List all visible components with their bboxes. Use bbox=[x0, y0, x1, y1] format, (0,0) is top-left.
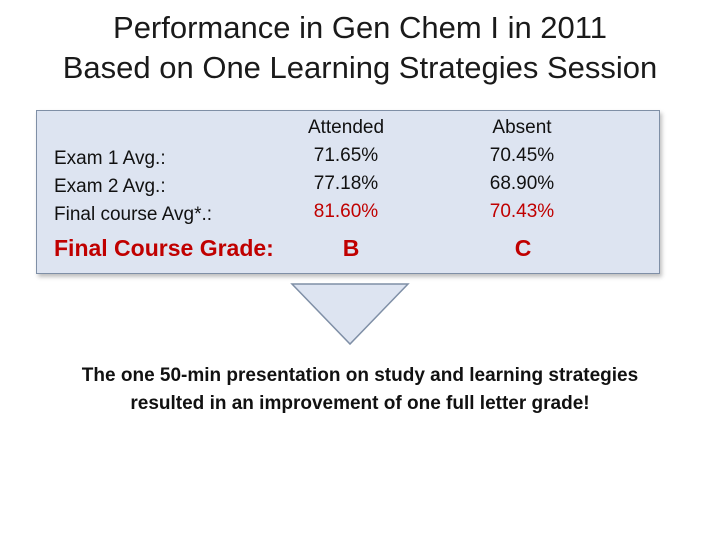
attended-final-avg-value: 81.60% bbox=[313, 201, 379, 222]
column-attended: Attended 71.65% 77.18% 81.60% bbox=[281, 114, 411, 226]
attended-exam2-value: 77.18% bbox=[313, 173, 379, 194]
final-grade-label: Final Course Grade: bbox=[54, 235, 274, 261]
column-absent: Absent 70.45% 68.90% 70.43% bbox=[457, 114, 587, 226]
row-labels: Exam 1 Avg.: Exam 2 Avg.: Final course A… bbox=[54, 145, 212, 229]
title-line-1: Performance in Gen Chem I in 2011 bbox=[113, 10, 607, 45]
attended-final-grade: B bbox=[342, 235, 360, 261]
down-arrow-shape bbox=[290, 283, 410, 346]
row-label-exam1: Exam 1 Avg.: bbox=[54, 148, 166, 169]
conclusion-line-1: The one 50-min presentation on study and… bbox=[81, 365, 639, 386]
conclusion-text: The one 50-min presentation on study and… bbox=[0, 362, 720, 418]
results-box bbox=[36, 110, 660, 274]
row-label-final-avg: Final course Avg*.: bbox=[54, 204, 213, 225]
absent-final-grade: C bbox=[514, 235, 532, 261]
absent-final-avg-value: 70.43% bbox=[489, 201, 555, 222]
conclusion-line-2: resulted in an improvement of one full l… bbox=[130, 393, 590, 414]
slide-title: Performance in Gen Chem I in 2011 Based … bbox=[0, 8, 720, 88]
row-label-exam2: Exam 2 Avg.: bbox=[54, 176, 166, 197]
title-line-2: Based on One Learning Strategies Session bbox=[62, 50, 658, 85]
absent-exam2-value: 68.90% bbox=[489, 173, 555, 194]
absent-exam1-value: 70.45% bbox=[489, 145, 555, 166]
attended-exam1-value: 71.65% bbox=[313, 145, 379, 166]
column-header-absent: Absent bbox=[492, 117, 552, 138]
column-header-attended: Attended bbox=[307, 117, 385, 138]
down-arrow-icon bbox=[290, 283, 410, 346]
